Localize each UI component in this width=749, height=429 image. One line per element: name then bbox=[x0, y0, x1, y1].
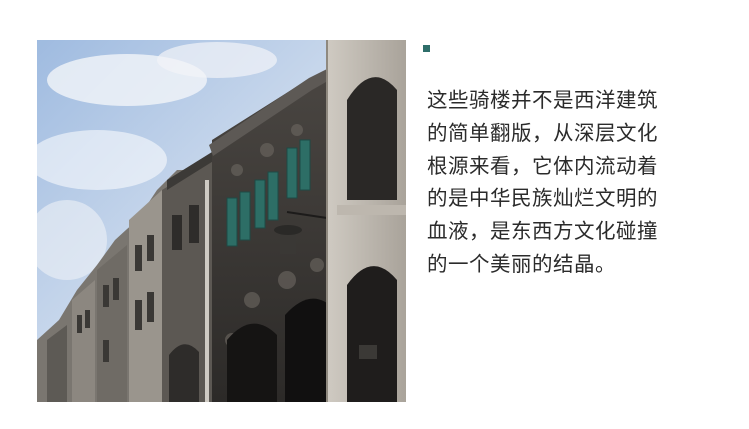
caption-line: 根源来看，它体内流动着 bbox=[427, 153, 658, 178]
arcade-street-photo bbox=[37, 40, 406, 402]
caption-text: 这些骑楼并不是西洋建筑 的简单翻版，从深层文化 根源来看，它体内流动着 的是中华… bbox=[427, 84, 727, 281]
accent-square-icon bbox=[423, 45, 430, 52]
caption-line: 的简单翻版，从深层文化 bbox=[427, 120, 658, 145]
caption-line: 这些骑楼并不是西洋建筑 bbox=[427, 88, 658, 112]
caption-line: 的是中华民族灿烂文明的 bbox=[427, 186, 658, 211]
caption-line: 血液，是东西方文化碰撞 bbox=[427, 219, 658, 244]
caption-line: 的一个美丽的结晶。 bbox=[427, 251, 616, 276]
